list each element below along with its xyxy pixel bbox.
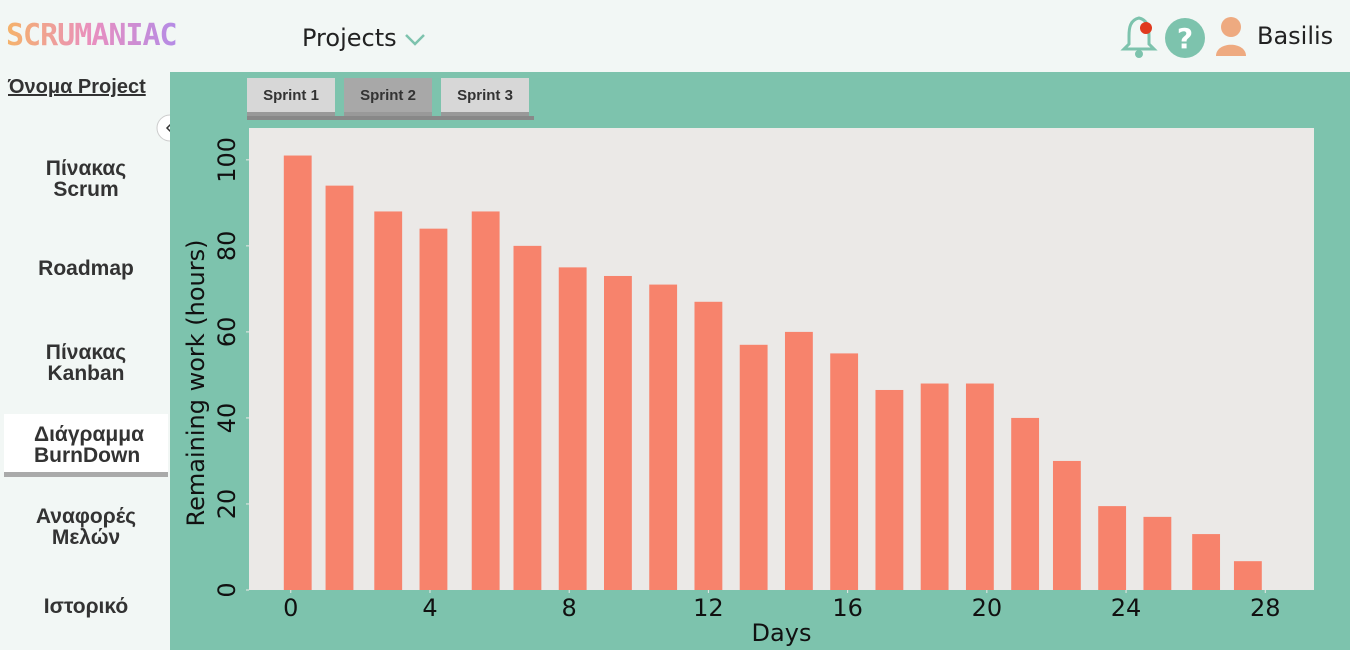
nav-item[interactable]: Roadmap xyxy=(38,257,134,280)
bell-icon[interactable] xyxy=(1120,14,1160,60)
tab-underline xyxy=(247,116,534,120)
user-name[interactable]: Basilis xyxy=(1257,22,1334,50)
x-tick-label: 12 xyxy=(693,594,724,622)
main-panel: 0 20 40 60 80 100 0 4 8 12 16 20 24 28 Days Remaining w… xyxy=(170,72,1350,650)
user-icon[interactable] xyxy=(1214,16,1248,58)
menu-label[interactable]: Projects xyxy=(302,24,397,52)
nav-item[interactable]: Πίνακας Kanban xyxy=(45,341,127,385)
bar xyxy=(513,245,542,591)
bar xyxy=(920,383,949,590)
y-tick-label: 0 xyxy=(213,582,241,597)
help-icon[interactable]: ? xyxy=(1164,17,1206,59)
chart: 0 20 40 60 80 100 0 4 8 12 16 20 24 28 Days Remaining w… xyxy=(182,116,1314,647)
y-axis-label: Remaining work (hours) xyxy=(182,240,210,527)
y-tick-label: 20 xyxy=(213,489,241,520)
bar xyxy=(1011,417,1040,590)
bar xyxy=(649,284,678,590)
bar xyxy=(694,301,723,590)
y-tick-label: 60 xyxy=(213,317,241,348)
x-axis-label: Days xyxy=(752,619,812,647)
sprint-tab[interactable]: Sprint 2 xyxy=(344,78,432,116)
x-tick-label: 16 xyxy=(832,594,863,622)
x-tick-label: 0 xyxy=(283,594,298,622)
bar xyxy=(1192,534,1221,590)
nav-item[interactable]: Διάγραμμα BurnDown xyxy=(4,414,168,477)
y-tick-label: 100 xyxy=(213,137,241,183)
bar xyxy=(965,383,994,590)
svg-text:?: ? xyxy=(1177,22,1193,55)
x-tick-label: 24 xyxy=(1111,594,1142,622)
bar xyxy=(325,185,354,590)
y-tick-label: 40 xyxy=(213,403,241,434)
bar xyxy=(830,353,859,590)
bar xyxy=(875,389,904,590)
bar xyxy=(374,211,403,590)
bar xyxy=(1098,506,1127,590)
bar xyxy=(283,155,312,590)
project-name[interactable]: Όνομα Project xyxy=(8,76,146,98)
sprint-tab[interactable]: Sprint 3 xyxy=(441,78,529,116)
bar xyxy=(784,331,813,590)
bar xyxy=(739,344,768,590)
sprint-tab[interactable]: Sprint 1 xyxy=(247,78,335,116)
sidebar: Όνομα Project Πίνακας Scrum Roadmap Πίνακα… xyxy=(0,72,184,650)
x-tick-label: 8 xyxy=(562,594,577,622)
bar xyxy=(471,211,500,590)
y-tick-label: 80 xyxy=(213,231,241,262)
bar xyxy=(604,275,632,590)
bar xyxy=(1052,460,1081,590)
bar xyxy=(1143,516,1172,590)
nav-item[interactable]: Πίνακας Scrum xyxy=(45,157,127,201)
logo[interactable]: SCRUMANIAC xyxy=(6,18,178,53)
chevron xyxy=(405,34,426,46)
x-tick-label: 4 xyxy=(422,594,437,622)
nav-item[interactable]: Αναφορές Μελών xyxy=(35,505,137,549)
x-tick-label: 28 xyxy=(1250,594,1281,622)
nav-item[interactable]: Ιστορικό xyxy=(43,595,129,618)
bar xyxy=(558,267,587,590)
header: SCRUMANIAC Projects ? Basilis xyxy=(0,0,1350,72)
x-tick-label: 20 xyxy=(972,594,1003,622)
projects-menu[interactable]: Projects xyxy=(302,24,426,52)
bar xyxy=(419,228,448,590)
bar xyxy=(1233,561,1262,590)
